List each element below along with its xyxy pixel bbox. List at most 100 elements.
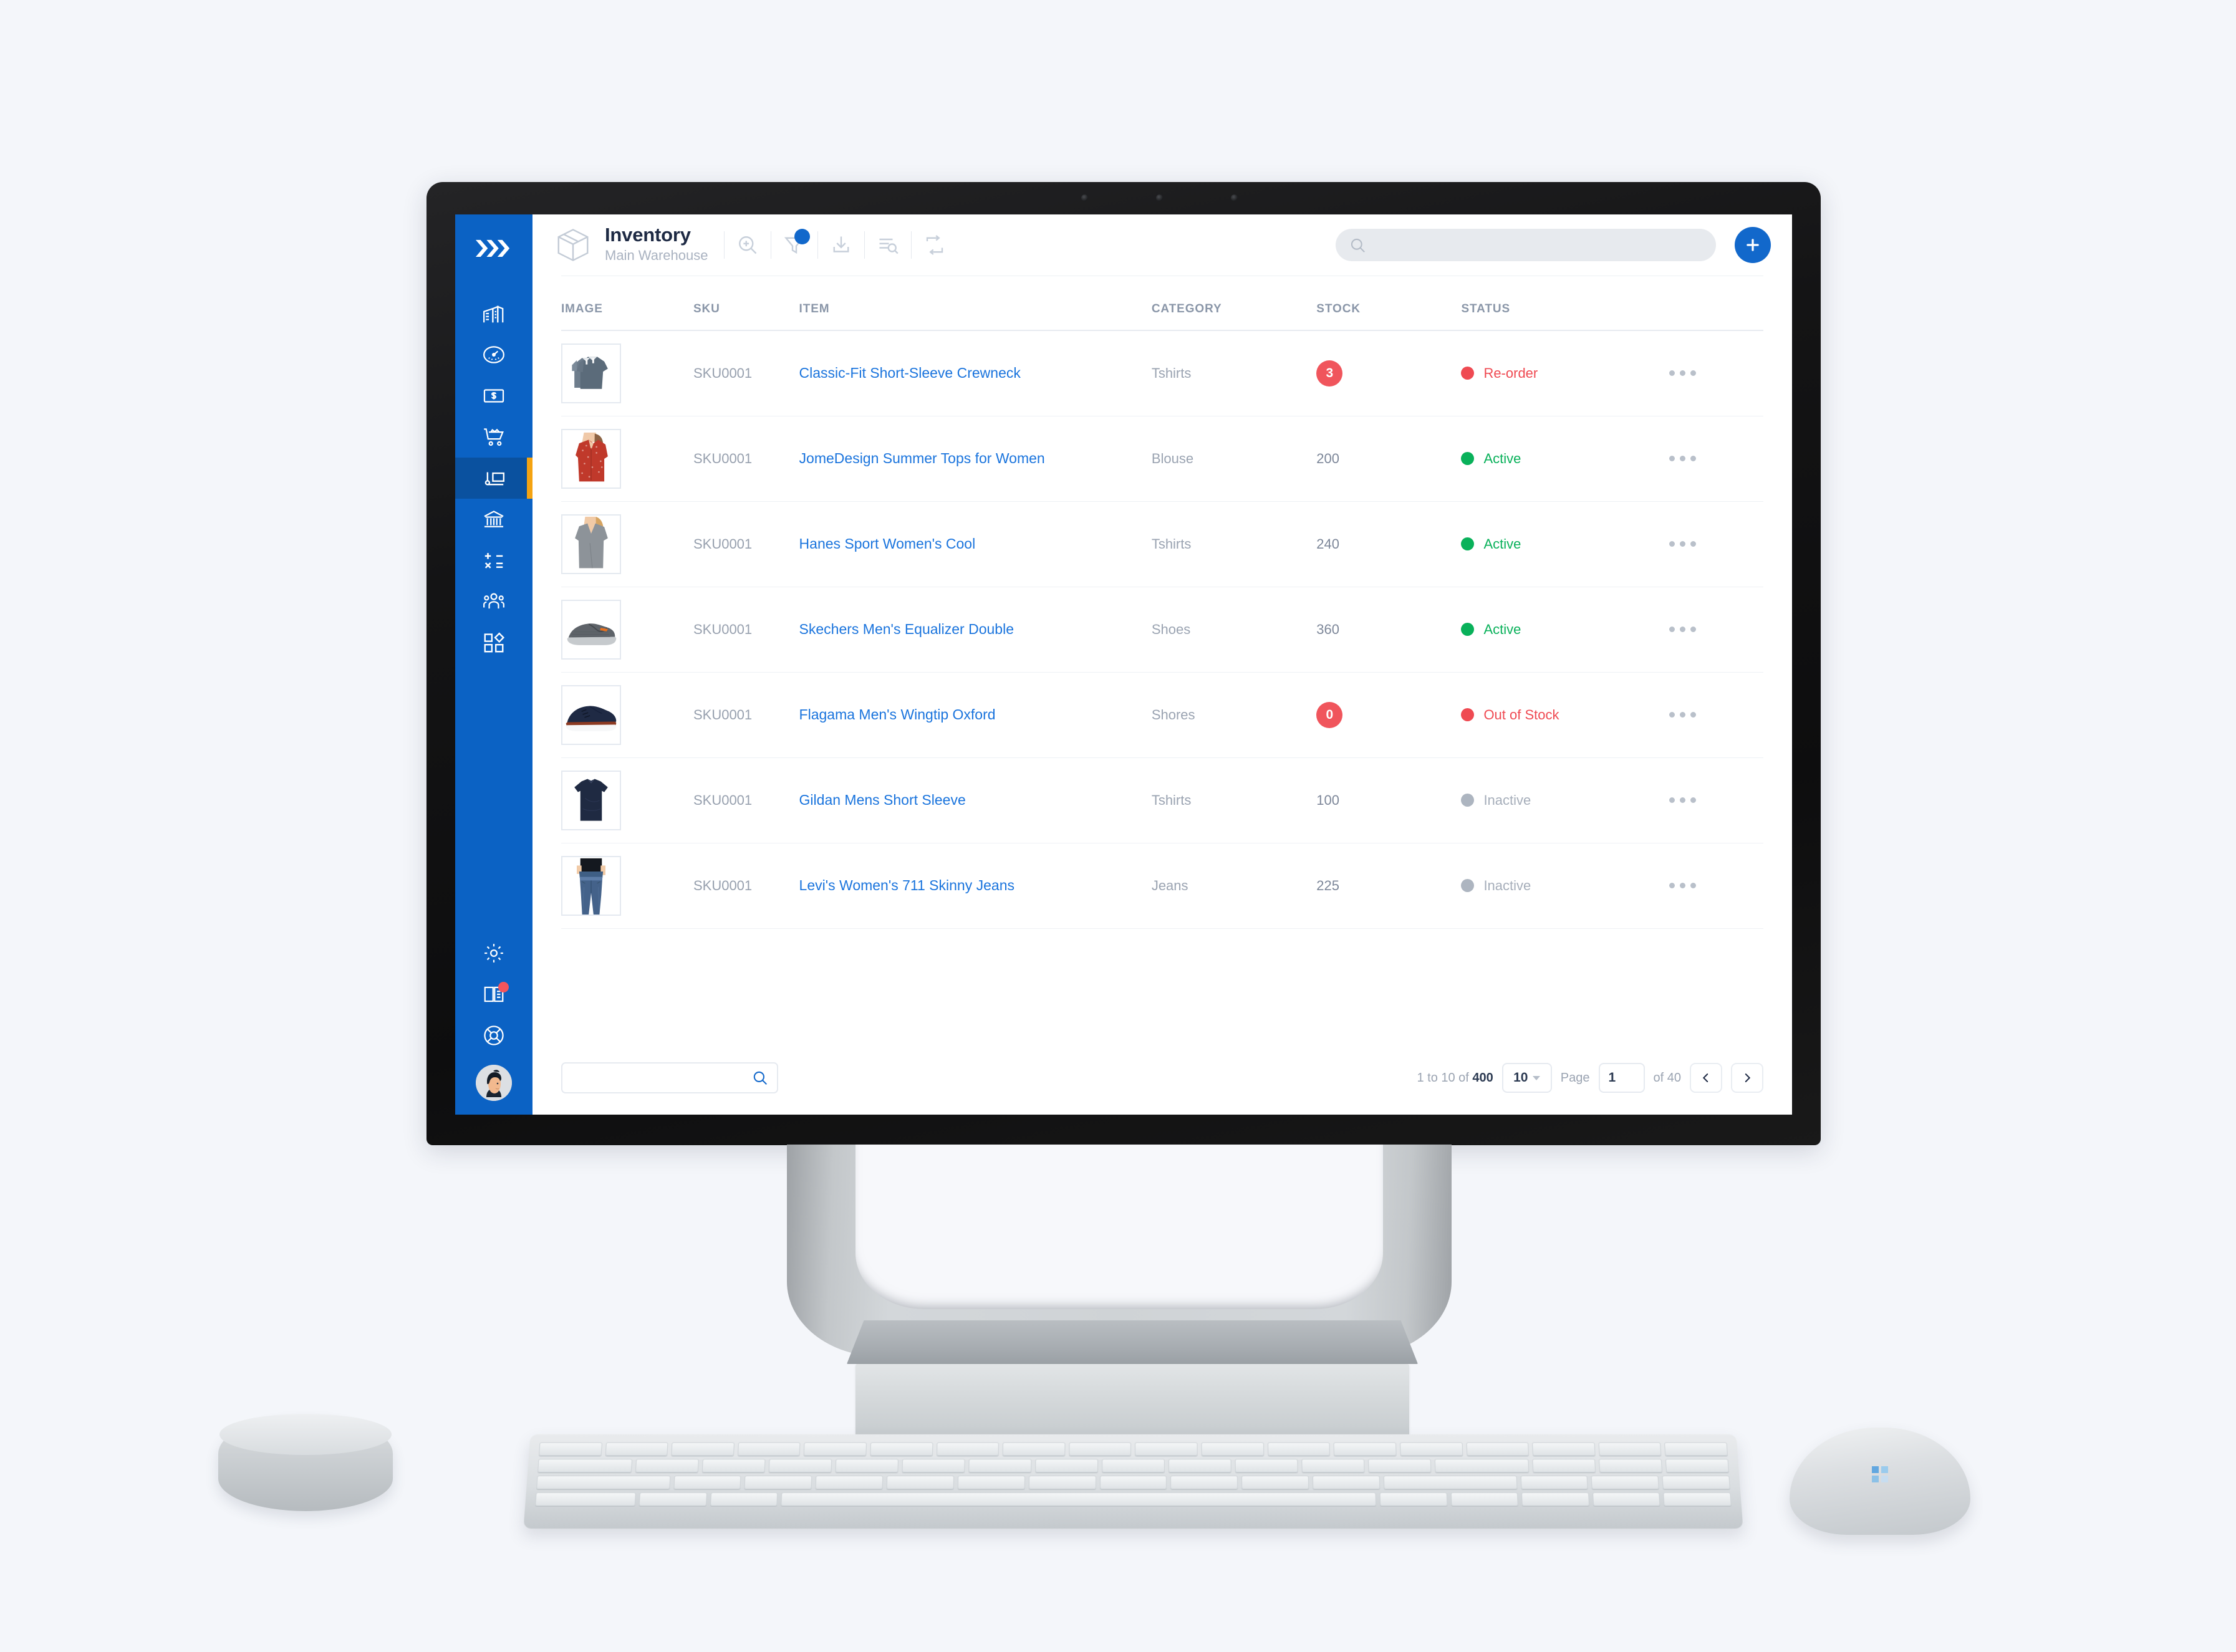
kebab-menu-icon[interactable] (1669, 627, 1763, 632)
search-icon (1349, 237, 1366, 254)
category-value: Tshirts (1151, 792, 1192, 808)
table-row[interactable]: SKU0001 Classic-Fit Short-Sleeve Crewneck… (561, 330, 1763, 416)
cell-status: Out of Stock (1461, 672, 1669, 758)
sidebar-item-warehouse[interactable] (455, 293, 532, 334)
kebab-menu-icon[interactable] (1669, 456, 1763, 461)
search-icon[interactable] (752, 1070, 768, 1086)
key (737, 1442, 801, 1456)
sidebar-item-news[interactable] (455, 974, 532, 1015)
status-dot-icon (1461, 879, 1475, 892)
key (1598, 1442, 1662, 1456)
cell-stock: 3 (1316, 330, 1462, 416)
key (1002, 1442, 1066, 1456)
chevrons-logo-icon[interactable] (475, 231, 513, 266)
cell-item: Classic-Fit Short-Sleeve Crewneck (799, 330, 1152, 416)
item-name-link[interactable]: Classic-Fit Short-Sleeve Crewneck (799, 365, 1021, 382)
sidebar-item-help[interactable] (455, 1015, 532, 1056)
notification-badge (498, 982, 509, 992)
cell-item: Gildan Mens Short Sleeve (799, 757, 1152, 843)
add-item-button[interactable] (1735, 226, 1771, 263)
kebab-menu-icon[interactable] (1669, 883, 1763, 888)
item-name-link[interactable]: Hanes Sport Women's Cool (799, 535, 976, 552)
content-area: IMAGE SKU ITEM CATEGORY STOCK STATUS (532, 276, 1792, 1041)
page-title: Inventory (605, 223, 691, 246)
export-download-button[interactable] (818, 222, 864, 268)
key (1520, 1476, 1589, 1489)
gray-slipon-shoe-image (561, 599, 621, 660)
cell-category: Blouse (1151, 416, 1317, 502)
status-badge: Active (1461, 536, 1669, 552)
cell-image (561, 843, 693, 929)
cell-sku: SKU0001 (693, 587, 799, 673)
stock-value: 240 (1316, 535, 1339, 552)
sidebar-item-purchasing[interactable] (455, 416, 532, 458)
page-number-input[interactable]: 1 (1598, 1063, 1645, 1093)
sidebar-item-settings[interactable] (455, 933, 532, 974)
category-value: Blouse (1151, 450, 1194, 466)
kebab-menu-icon[interactable] (1669, 797, 1763, 803)
cell-actions (1669, 757, 1763, 843)
rows-per-page-select[interactable]: 10 (1501, 1063, 1552, 1093)
camera-sensor-icon (1231, 194, 1238, 201)
status-badge: Re-order (1461, 365, 1669, 382)
sync-refresh-button[interactable] (912, 222, 958, 268)
column-header-image[interactable]: IMAGE (561, 276, 693, 331)
table-row[interactable]: SKU0001 Skechers Men's Equalizer Double Sh… (561, 587, 1763, 673)
column-header-stock[interactable]: STOCK (1316, 276, 1462, 331)
toolbar-divider (864, 231, 865, 259)
sidebar-item-sales[interactable] (455, 375, 532, 416)
column-header-item[interactable]: ITEM (799, 276, 1152, 331)
cell-actions (1669, 330, 1763, 416)
footer-search-input[interactable] (561, 1062, 778, 1093)
cell-image (561, 757, 693, 843)
status-badge: Inactive (1461, 878, 1669, 894)
table-row[interactable]: SKU0001 Flagama Men's Wingtip Oxford Shore… (561, 672, 1763, 758)
sidebar-item-contacts[interactable] (455, 581, 532, 622)
kebab-menu-icon[interactable] (1669, 541, 1763, 547)
column-header-status[interactable]: STATUS (1461, 276, 1669, 331)
next-page-button[interactable] (1731, 1063, 1763, 1093)
table-footer: 1 to 10 of 400 10 Page 1 of 40 (532, 1041, 1792, 1115)
table-row[interactable]: SKU0001 Hanes Sport Women's Cool Tshirts 24… (561, 501, 1763, 587)
table-row[interactable]: SKU0001 JomeDesign Summer Tops for Women B… (561, 416, 1763, 502)
item-name-link[interactable]: JomeDesign Summer Tops for Women (799, 450, 1045, 466)
key (968, 1459, 1032, 1473)
item-name-link[interactable]: Skechers Men's Equalizer Double (799, 621, 1014, 637)
previous-page-button[interactable] (1690, 1063, 1722, 1093)
low-stock-badge: 0 (1316, 701, 1343, 728)
kebab-menu-icon[interactable] (1669, 712, 1763, 718)
table-row[interactable]: SKU0001 Levi's Women's 711 Skinny Jeans Je… (561, 843, 1763, 929)
keyboard-row (537, 1459, 1730, 1473)
sidebar-item-apps[interactable] (455, 622, 532, 663)
stock-value: 225 (1316, 877, 1339, 893)
sku-value: SKU0001 (693, 621, 753, 637)
key (535, 1492, 637, 1506)
zoom-in-button[interactable] (725, 222, 771, 268)
table-row[interactable]: SKU0001 Gildan Mens Short Sleeve Tshirts 10… (561, 757, 1763, 843)
list-search-button[interactable] (865, 222, 911, 268)
cell-stock: 240 (1316, 501, 1462, 587)
item-name-link[interactable]: Flagama Men's Wingtip Oxford (799, 706, 996, 723)
search-input[interactable] (1336, 228, 1716, 261)
sku-value: SKU0001 (693, 877, 753, 893)
sidebar-item-dashboard[interactable] (455, 334, 532, 375)
item-name-link[interactable]: Levi's Women's 711 Skinny Jeans (799, 877, 1014, 893)
column-header-sku[interactable]: SKU (693, 276, 799, 331)
filter-button[interactable] (771, 222, 817, 268)
key (902, 1459, 965, 1473)
key (886, 1476, 955, 1489)
key (1368, 1459, 1432, 1473)
cell-sku: SKU0001 (693, 501, 799, 587)
sku-value: SKU0001 (693, 365, 753, 381)
sidebar-item-banking[interactable] (455, 499, 532, 540)
column-header-category[interactable]: CATEGORY (1151, 276, 1317, 331)
kebab-menu-icon[interactable] (1669, 370, 1763, 377)
avatar[interactable] (476, 1065, 512, 1101)
key (537, 1459, 632, 1473)
cell-status: Inactive (1461, 757, 1669, 843)
sidebar-item-accounting[interactable] (455, 540, 532, 581)
sidebar-item-inventory[interactable] (455, 458, 532, 499)
stock-value: 100 (1316, 792, 1339, 808)
item-name-link[interactable]: Gildan Mens Short Sleeve (799, 792, 966, 808)
cell-category: Shores (1151, 672, 1317, 758)
